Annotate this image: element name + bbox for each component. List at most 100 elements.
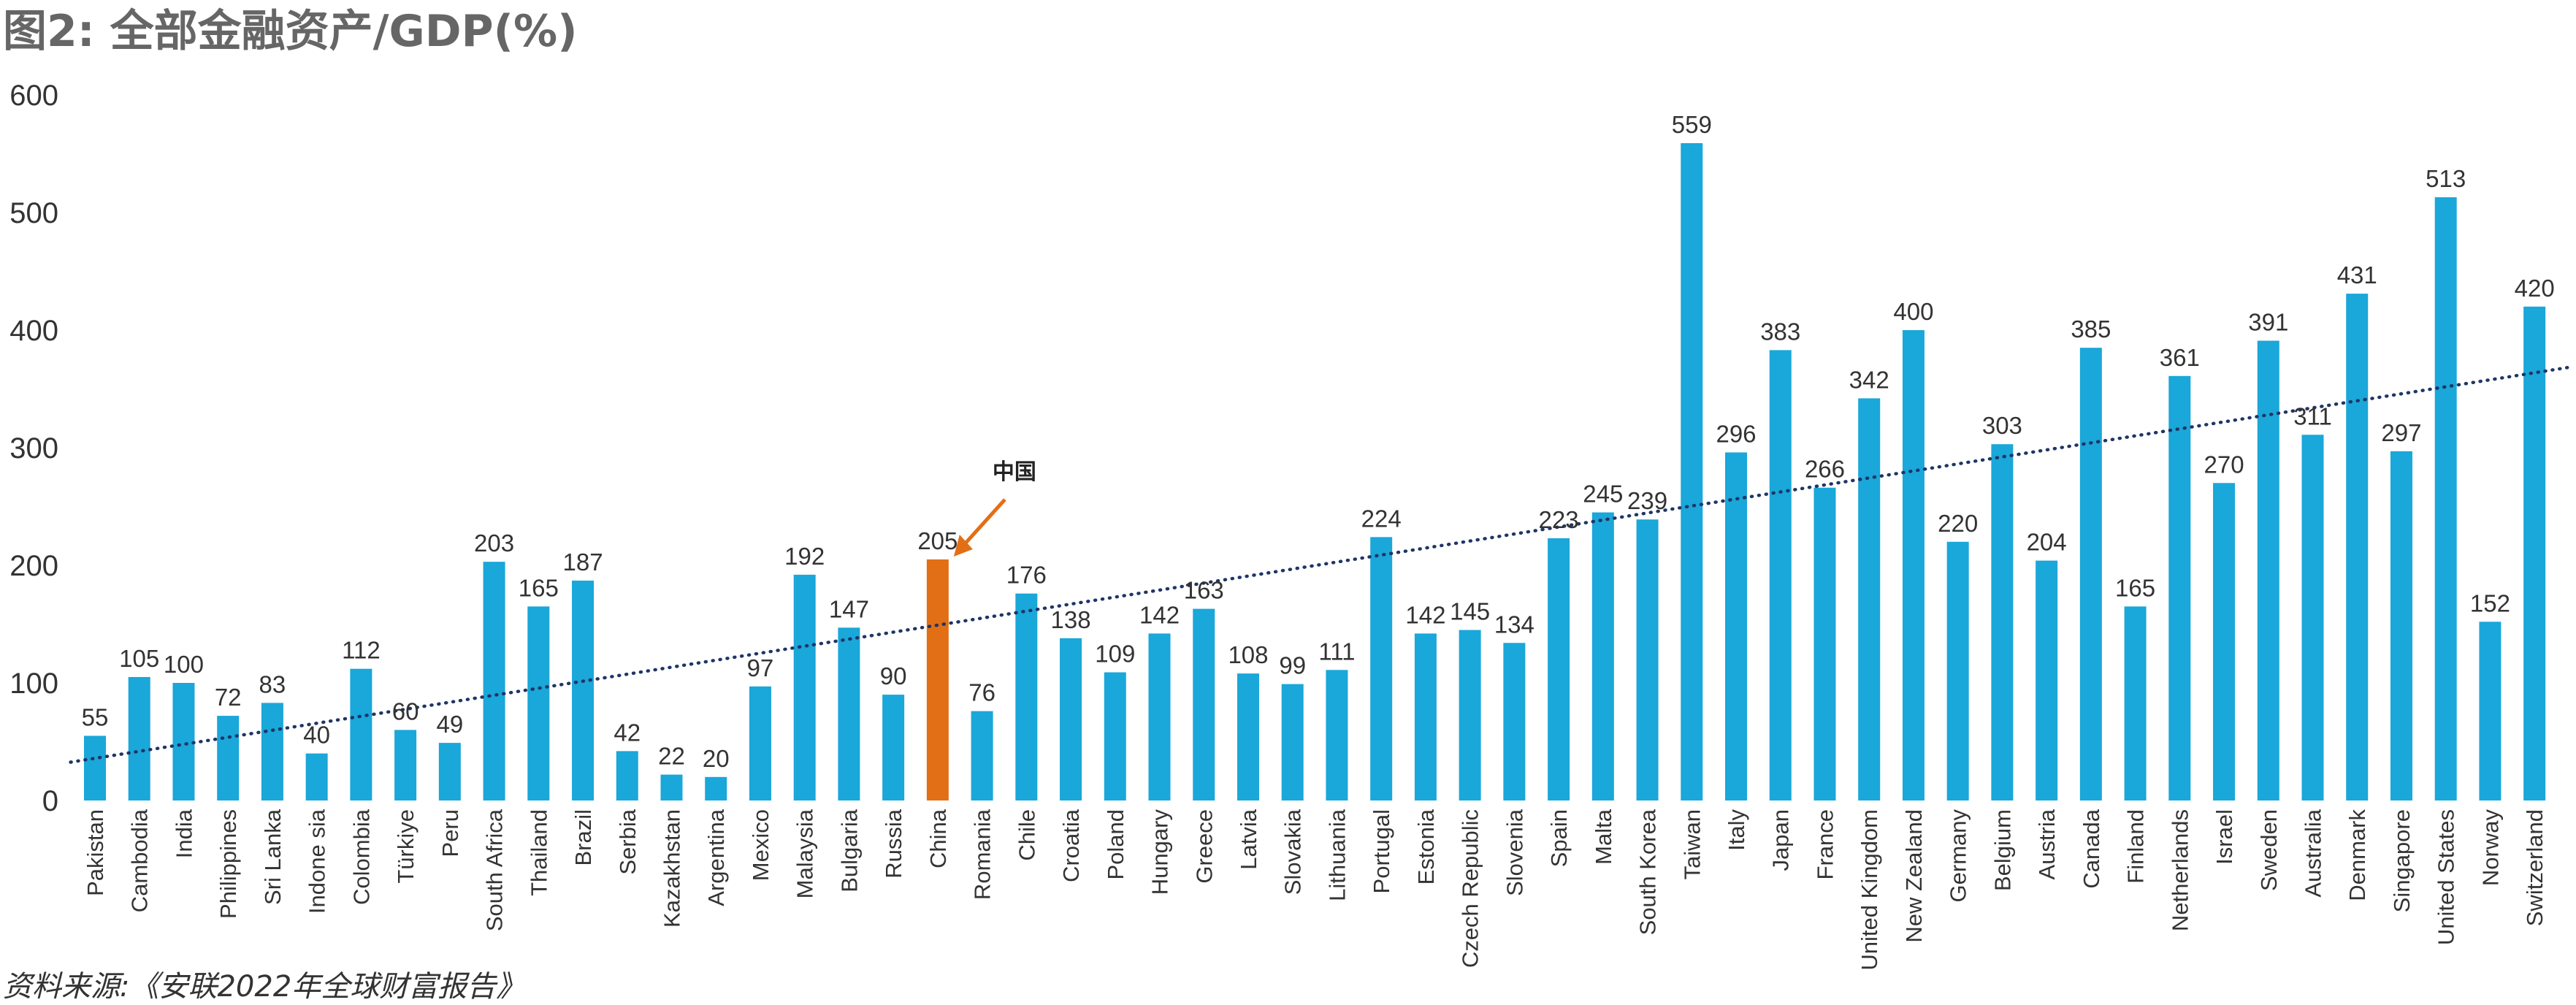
bar-series: [84, 143, 2546, 801]
bar: [660, 774, 683, 800]
category-label: United States: [2434, 809, 2459, 945]
value-label: 20: [703, 745, 730, 772]
category-label: Sri Lanka: [260, 809, 286, 905]
bar: [1591, 512, 1614, 800]
bar: [882, 695, 905, 800]
bar: [2523, 306, 2546, 800]
bar: [527, 606, 550, 800]
y-tick-label: 200: [9, 550, 58, 582]
value-label: 105: [119, 645, 159, 672]
category-label: South Africa: [482, 809, 508, 931]
value-label: 76: [968, 679, 995, 706]
bar: [1902, 330, 1925, 800]
bar: [1015, 593, 1038, 800]
value-label: 296: [1716, 420, 1756, 447]
bar: [1769, 350, 1792, 800]
category-label: Peru: [437, 809, 463, 857]
bar: [2124, 606, 2147, 800]
category-label: Bulgaria: [836, 809, 862, 892]
category-label: Malta: [1591, 809, 1616, 865]
category-label: Sweden: [2256, 809, 2282, 891]
bar: [749, 686, 771, 800]
bar: [1725, 452, 1748, 800]
value-label: 138: [1051, 606, 1091, 633]
bar: [1813, 487, 1836, 800]
bar: [793, 574, 816, 800]
value-label: 108: [1228, 641, 1268, 668]
trend-line: [69, 365, 2572, 764]
bar: [305, 753, 328, 800]
value-label: 205: [917, 527, 958, 554]
bar: [172, 683, 195, 800]
category-label: Slovakia: [1280, 809, 1306, 895]
category-label: Israel: [2212, 809, 2237, 865]
value-label: 420: [2515, 275, 2555, 302]
value-label: 152: [2470, 589, 2510, 616]
bar: [217, 716, 240, 800]
bar: [1370, 537, 1393, 800]
category-label: Greece: [1191, 809, 1217, 884]
value-label: 342: [1849, 366, 1889, 393]
bar: [838, 627, 860, 800]
y-tick-label: 0: [42, 785, 58, 817]
bar: [1104, 672, 1126, 800]
value-label: 303: [1982, 412, 2022, 439]
bar-highlight: [926, 559, 949, 800]
value-label: 270: [2204, 451, 2244, 478]
value-label: 145: [1450, 598, 1490, 625]
category-label: Austria: [2034, 809, 2060, 879]
bar: [2434, 197, 2457, 800]
bar: [2213, 483, 2236, 800]
bar: [2168, 375, 2191, 800]
category-label: South Korea: [1635, 809, 1661, 935]
bar: [1858, 398, 1881, 800]
category-label: Cambodia: [127, 809, 153, 912]
category-label: Slovenia: [1502, 809, 1527, 896]
value-label: 513: [2426, 165, 2466, 192]
bar: [1148, 633, 1171, 800]
bar: [2079, 348, 2102, 800]
category-label: Malaysia: [792, 809, 818, 898]
value-label: 22: [658, 743, 685, 770]
value-label: 55: [82, 703, 109, 730]
category-label: Canada: [2079, 809, 2104, 888]
y-tick-label: 100: [9, 668, 58, 700]
value-label: 361: [2160, 344, 2200, 371]
category-label: Switzerland: [2522, 809, 2548, 926]
bar: [84, 735, 106, 800]
bar: [2390, 451, 2412, 800]
category-label: Italy: [1724, 809, 1749, 851]
value-label: 176: [1006, 562, 1047, 589]
value-label: 203: [474, 530, 514, 557]
bar: [1237, 673, 1259, 800]
value-label: 192: [784, 543, 825, 570]
category-label: Czech Republic: [1458, 809, 1483, 968]
bar: [261, 703, 283, 800]
y-tick-label: 600: [9, 80, 58, 112]
bar: [616, 751, 638, 800]
value-label: 187: [562, 549, 603, 576]
bar: [1946, 541, 1969, 800]
category-label: Japan: [1768, 809, 1794, 871]
bar: [1281, 684, 1304, 800]
category-label: Taiwan: [1679, 809, 1705, 880]
category-label: Spain: [1546, 809, 1572, 867]
category-label: Pakistan: [83, 809, 108, 896]
category-label: Singapore: [2389, 809, 2415, 912]
category-label: Belgium: [1990, 809, 2015, 891]
bar: [2346, 294, 2369, 801]
category-label: Türkiye: [393, 809, 418, 884]
value-label: 142: [1405, 601, 1445, 628]
annotation-label: 中国: [993, 460, 1036, 484]
category-label: Finland: [2123, 809, 2149, 884]
value-label: 220: [1938, 510, 1978, 537]
y-tick-label: 400: [9, 315, 58, 347]
bar: [1503, 643, 1526, 800]
value-label: 83: [259, 670, 286, 698]
value-label: 109: [1095, 641, 1135, 668]
bar: [2301, 435, 2324, 800]
trend-line-path: [69, 365, 2572, 764]
category-label: Serbia: [615, 809, 641, 874]
value-label: 165: [519, 574, 559, 601]
value-label: 400: [1893, 298, 1933, 325]
